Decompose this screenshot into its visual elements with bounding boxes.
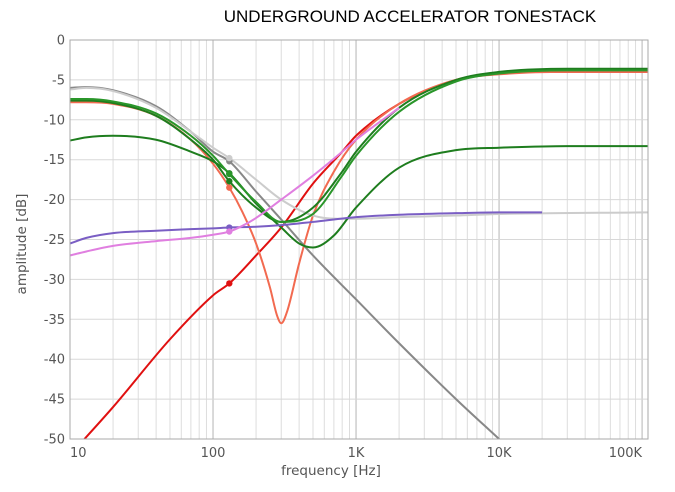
- y-tick-label: -35: [44, 313, 65, 328]
- chart-title: UNDERGROUND ACCELERATOR TONESTACK: [224, 7, 597, 26]
- series-marker-6: [226, 178, 233, 185]
- y-tick-label: -20: [44, 193, 65, 208]
- y-tick-label: 0: [57, 34, 65, 49]
- series-line-4: [70, 86, 648, 220]
- series-line-9: [70, 107, 400, 257]
- series-marker-2: [226, 184, 233, 191]
- series-marker-4: [226, 154, 233, 162]
- series-line-5: [70, 134, 648, 249]
- x-tick-label: 10K: [487, 446, 513, 461]
- plot-frame: [69, 39, 649, 440]
- y-tick-label: -30: [44, 273, 65, 288]
- x-tick-label: 100K: [609, 446, 643, 461]
- y-tick-label: -45: [44, 393, 65, 408]
- y-tick-label: -10: [44, 113, 65, 128]
- series-line-2: [70, 70, 648, 325]
- marker-group: [226, 154, 233, 287]
- series-line-8: [70, 211, 543, 245]
- series-line-7: [70, 69, 648, 223]
- series-line-3: [70, 86, 501, 439]
- series-marker-7: [226, 170, 233, 178]
- x-tick-label: 100: [201, 446, 226, 461]
- y-tick-label: -25: [44, 233, 65, 248]
- y-axis-label: amplitude [dB]: [14, 194, 30, 295]
- grid: [69, 39, 648, 440]
- y-tick-label: -15: [44, 153, 65, 168]
- x-tick-label: 10: [70, 446, 87, 461]
- x-axis-label: frequency [Hz]: [281, 463, 381, 479]
- x-tick-label: 1K: [348, 446, 365, 461]
- series-marker-1: [226, 280, 233, 287]
- series-marker-9: [226, 228, 233, 235]
- series-group: [70, 67, 648, 439]
- tick-labels: 0 -5 -10 -15 -20 -25 -30 -35 -40 -45 -50 10 100 1K 10K…: [44, 34, 643, 462]
- y-tick-label: -50: [44, 433, 65, 448]
- y-tick-label: -5: [52, 73, 65, 88]
- y-tick-label: -40: [44, 353, 65, 368]
- series-line-1: [83, 70, 648, 439]
